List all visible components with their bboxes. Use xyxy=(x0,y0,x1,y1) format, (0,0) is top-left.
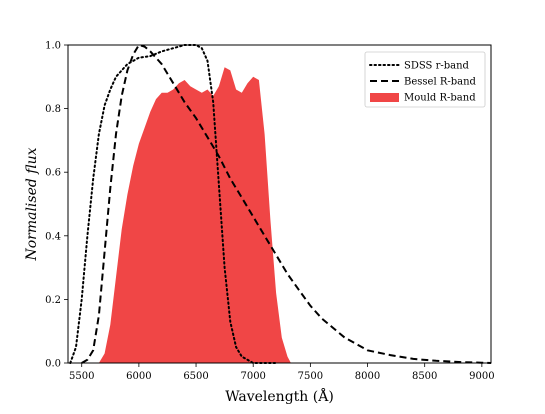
legend-swatch-mould-r-band xyxy=(370,93,399,102)
y-tick-label: 0.2 xyxy=(45,295,61,306)
x-tick-label: 8000 xyxy=(355,371,380,382)
y-tick-label: 0.8 xyxy=(45,104,61,115)
x-tick-label: 6500 xyxy=(183,371,208,382)
plot-frame xyxy=(67,44,492,364)
series-line-sdss-r-band xyxy=(69,44,278,364)
series-line-bessel-r-band xyxy=(81,43,492,364)
x-axis: 5500 6000 6500 7000 7500 8000 8500 9000 xyxy=(69,363,495,382)
legend-label: Bessel R-band xyxy=(404,77,477,88)
legend-label: Mould R-band xyxy=(404,93,476,104)
legend-label: SDSS r-band xyxy=(404,61,470,72)
legend: SDSS r-band Bessel R-band Mould R-band xyxy=(364,51,486,108)
y-tick-label: 0.6 xyxy=(45,168,61,179)
x-axis-label: Wavelength (Å) xyxy=(225,387,334,405)
x-tick-label: 8500 xyxy=(412,371,437,382)
x-tick-label: 9000 xyxy=(469,371,494,382)
y-tick-label: 0.0 xyxy=(45,359,61,370)
x-tick-label: 7500 xyxy=(298,371,323,382)
x-tick-label: 7000 xyxy=(240,371,265,382)
x-tick-label: 5500 xyxy=(69,371,94,382)
y-axis-label: Normalised flux xyxy=(24,147,40,261)
y-tick-label: 1.0 xyxy=(45,41,61,52)
y-tick-label: 0.4 xyxy=(45,231,61,242)
series-area-mould-r-band xyxy=(98,67,291,364)
x-tick-label: 6000 xyxy=(126,371,151,382)
y-axis: 0.0 0.2 0.4 0.6 0.8 1.0 xyxy=(45,41,68,370)
plot-area xyxy=(69,43,492,364)
